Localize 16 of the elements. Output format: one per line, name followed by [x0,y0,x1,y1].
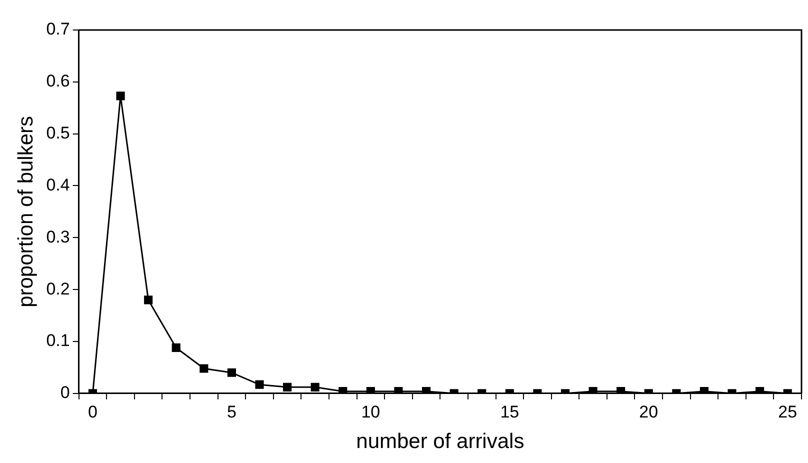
y-tick-label: 0.7 [46,20,70,39]
y-tick-label: 0 [60,383,70,402]
y-tick-label: 0.6 [46,72,70,91]
x-tick-label: 25 [778,402,798,422]
y-tick-label: 0.3 [46,227,70,246]
x-tick-label: 0 [88,402,98,422]
y-axis-title: proportion of bulkers [14,116,38,308]
x-tick-label: 5 [226,402,236,422]
x-axis-title: number of arrivals [356,430,524,454]
x-tick-label: 15 [500,402,520,422]
x-tick-label: 20 [639,402,658,422]
y-tick-label: 0.1 [46,331,70,350]
y-tick-label: 0.2 [46,279,70,298]
y-tick-label: 0.4 [46,175,70,194]
x-tick-label: 10 [361,402,380,422]
y-tick-label: 0.5 [46,124,70,143]
